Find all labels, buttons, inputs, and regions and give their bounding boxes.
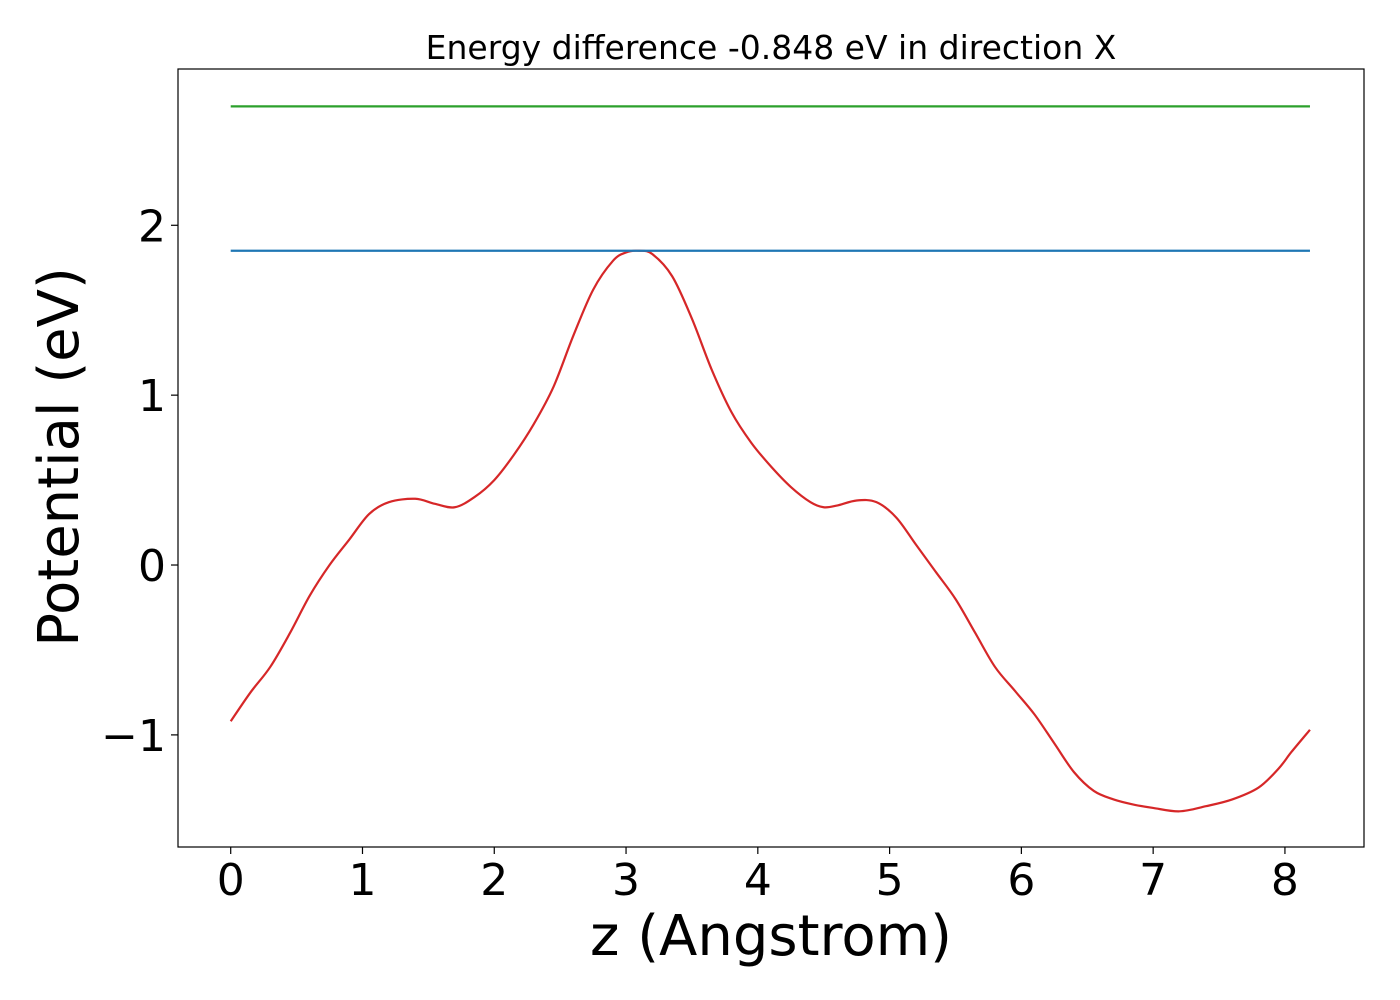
y-tick-label: 1 xyxy=(138,371,166,422)
chart-title: Energy difference -0.848 eV in direction… xyxy=(426,28,1117,67)
series-layer xyxy=(229,105,1311,813)
y-axis-label: Potential (eV) xyxy=(27,267,92,647)
y-tick-label: −1 xyxy=(101,711,166,762)
x-axis: 0 1 2 3 4 5 6 7 8 xyxy=(217,847,1299,906)
x-tick-label: 8 xyxy=(1271,855,1299,906)
x-tick-label: 0 xyxy=(217,855,245,906)
x-tick-label: 7 xyxy=(1139,855,1167,906)
y-tick-label: 2 xyxy=(138,201,166,252)
y-tick-label: 0 xyxy=(138,541,166,592)
x-tick-label: 3 xyxy=(612,855,640,906)
x-tick-label: 6 xyxy=(1007,855,1035,906)
x-tick-label: 4 xyxy=(744,855,772,906)
series-line-0 xyxy=(229,249,1311,813)
y-axis: −1 0 1 2 xyxy=(101,201,178,762)
plot-frame xyxy=(177,68,1365,848)
x-tick-label: 2 xyxy=(480,855,508,906)
x-tick-label: 1 xyxy=(348,855,376,906)
x-tick-label: 5 xyxy=(876,855,904,906)
x-axis-label: z (Angstrom) xyxy=(590,904,952,969)
